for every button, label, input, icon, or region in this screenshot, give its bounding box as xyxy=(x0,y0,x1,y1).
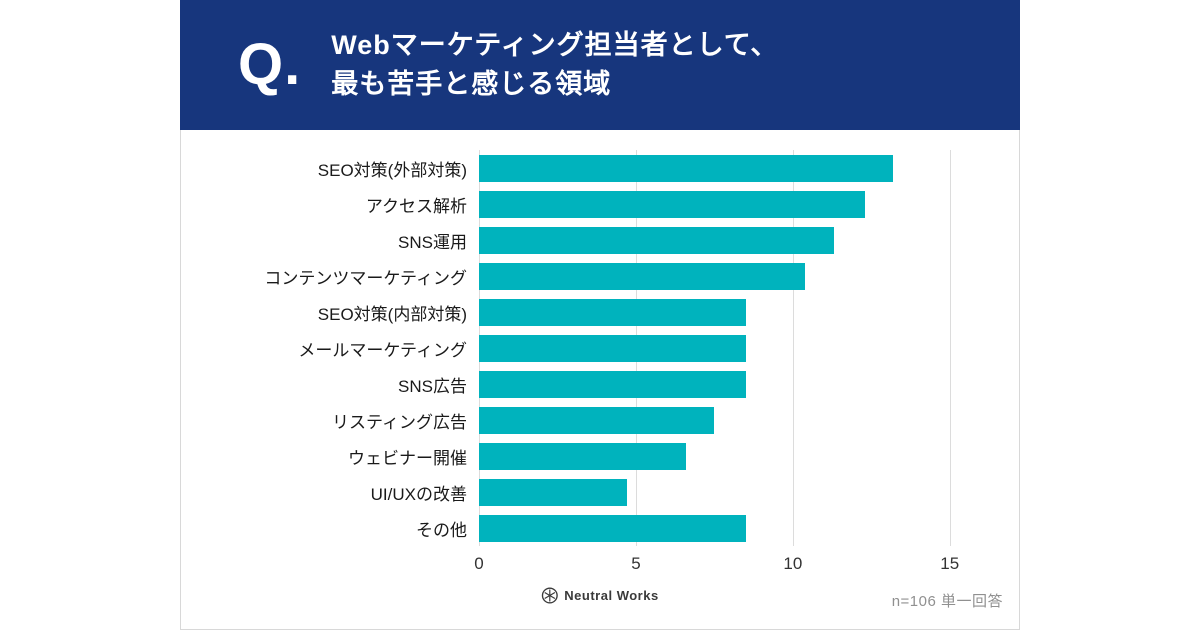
category-label: アクセス解析 xyxy=(365,196,467,216)
chart-area: SEO対策(外部対策) アクセス解析 SNS運用コンテンツマーケティング SEO対策(… xyxy=(180,130,1020,630)
gridline xyxy=(949,150,951,546)
question-title-line2: 最も苦手と感じる領域 xyxy=(331,69,612,99)
bar-row: その他 xyxy=(181,510,1019,546)
bar xyxy=(479,298,746,326)
bar-row: メールマーケティング xyxy=(181,330,1019,366)
q-mark: Q. xyxy=(238,32,302,97)
bar-track xyxy=(479,262,989,290)
x-axis: 0 5 10 15 xyxy=(474,554,989,580)
bar-track xyxy=(479,406,989,434)
category-label: UI/UXの改善 xyxy=(370,484,467,504)
category-label: SNS運用 xyxy=(398,232,467,252)
gridline xyxy=(792,150,794,546)
bar-row: リスティング広告 xyxy=(181,402,1019,438)
bar-track xyxy=(479,370,989,398)
bar-track xyxy=(479,154,989,182)
bar xyxy=(479,190,866,218)
question-title: Webマーケティング担当者として、 最も苦手と感じる領域 xyxy=(331,26,778,104)
question-header: Q. Webマーケティング担当者として、 最も苦手と感じる領域 xyxy=(180,0,1020,130)
x-axis-tick: 10 xyxy=(783,554,803,573)
bar-row: ウェビナー開催 xyxy=(181,438,1019,474)
bar-rows: SEO対策(外部対策) アクセス解析 SNS運用コンテンツマーケティング SEO対策(… xyxy=(181,150,1019,546)
bar-row: SEO対策(内部対策) xyxy=(181,294,1019,330)
bar-row: UI/UXの改善 xyxy=(181,474,1019,510)
bar xyxy=(479,406,715,434)
bar-track xyxy=(479,442,989,470)
bar-row: アクセス解析 xyxy=(181,186,1019,222)
bar xyxy=(479,478,627,506)
bar-track xyxy=(479,334,989,362)
neutral-works-logo-icon xyxy=(541,587,558,604)
bar xyxy=(479,370,746,398)
bar-track xyxy=(479,514,989,542)
category-label: SEO対策(外部対策) xyxy=(317,160,467,180)
category-label: メールマーケティング xyxy=(298,340,467,360)
category-label: SNS広告 xyxy=(398,376,467,396)
bar-row: コンテンツマーケティング xyxy=(181,258,1019,294)
sample-note: n=106 単一回答 xyxy=(891,593,1003,610)
bar xyxy=(479,154,894,182)
bar-row: SNS広告 xyxy=(181,366,1019,402)
chart-footer: Neutral Works n=106 単一回答 xyxy=(181,587,1019,615)
category-label: リスティング広告 xyxy=(332,412,467,432)
category-label: その他 xyxy=(416,520,467,540)
x-axis-tick: 5 xyxy=(631,554,641,573)
brand-logo: Neutral Works xyxy=(541,587,658,604)
category-label: ウェビナー開催 xyxy=(348,448,467,468)
bar-track xyxy=(479,226,989,254)
question-title-line1: Webマーケティング担当者として、 xyxy=(331,29,779,60)
survey-card: Q. Webマーケティング担当者として、 最も苦手と感じる領域 SEO対策(外部… xyxy=(180,0,1020,630)
category-label: コンテンツマーケティング xyxy=(264,268,467,288)
bar xyxy=(479,334,746,362)
bar xyxy=(479,514,746,542)
brand-name: Neutral Works xyxy=(564,588,659,603)
bar-chart: SEO対策(外部対策) アクセス解析 SNS運用コンテンツマーケティング SEO対策(… xyxy=(181,130,1019,580)
bar-track xyxy=(479,298,989,326)
bar-track xyxy=(479,190,989,218)
bar xyxy=(479,226,834,254)
bar-row: SNS運用 xyxy=(181,222,1019,258)
bar xyxy=(479,442,687,470)
category-label: SEO対策(内部対策) xyxy=(317,304,467,324)
bar-row: SEO対策(外部対策) xyxy=(181,150,1019,186)
bar xyxy=(479,262,806,290)
bar-track xyxy=(479,478,989,506)
x-axis-tick: 15 xyxy=(940,554,960,573)
x-axis-tick: 0 xyxy=(474,554,484,573)
